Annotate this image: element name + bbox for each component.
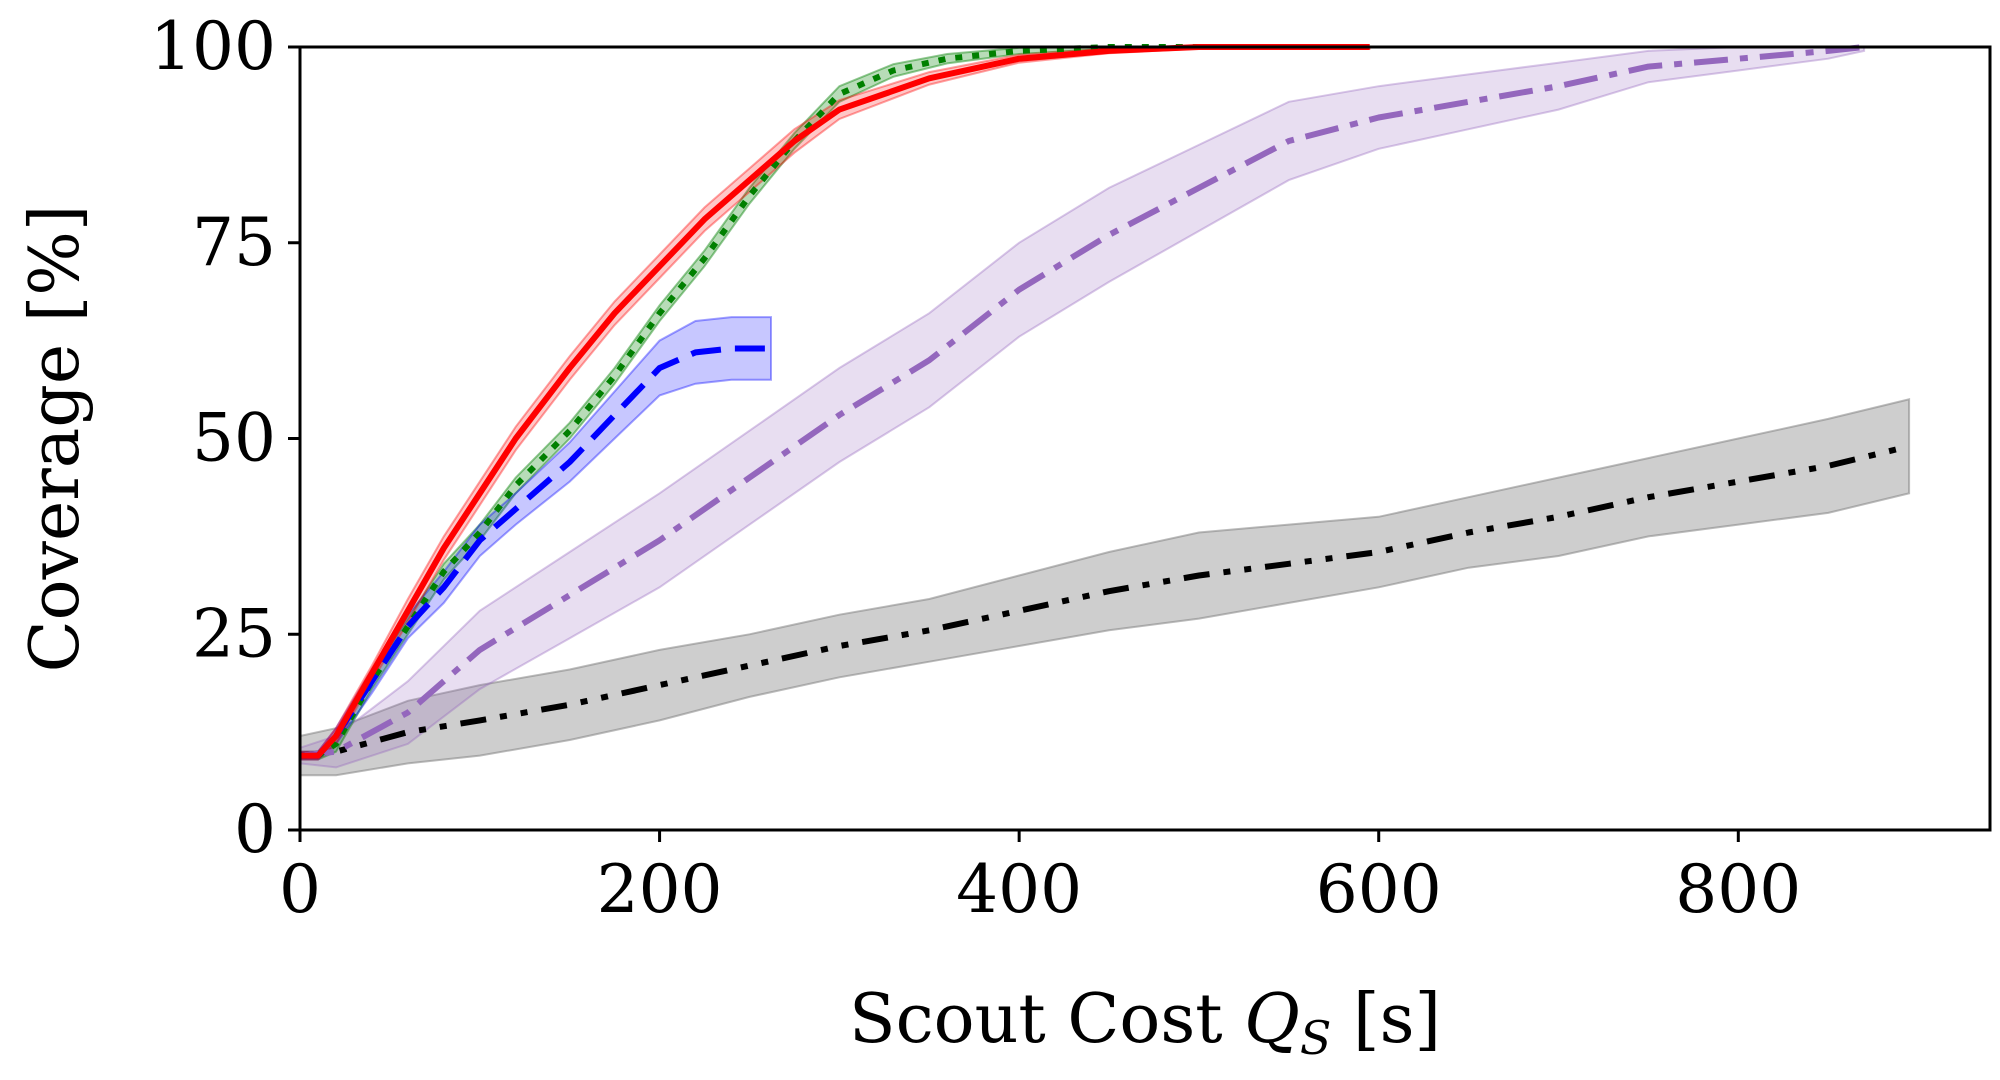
x-axis-label-text: Scout Cost [849,980,1244,1059]
y-tick-label: 25 [192,595,276,672]
x-tick-label: 800 [1675,851,1801,928]
series-line-4 [300,44,1370,759]
x-tick-label: 0 [279,851,321,928]
series-lines [299,44,1910,759]
confidence-bands [299,46,1911,777]
series-band-0 [299,398,1911,777]
series-line-2 [300,44,1199,759]
y-tick-label: 50 [192,400,276,477]
x-axis-ticks: 0 200 400 600 800 [279,830,1801,928]
x-axis-label: Scout Cost QS [s] [849,980,1441,1065]
y-axis-ticks: 0 25 50 75 100 [150,8,300,868]
x-axis-label-symbol: Q [1244,980,1300,1059]
x-tick-label: 400 [956,851,1082,928]
y-tick-label: 0 [234,791,276,868]
y-tick-label: 100 [150,8,276,85]
x-tick-label: 600 [1316,851,1442,928]
x-axis-label-subscript: S [1300,1011,1332,1065]
series-line-0 [299,443,1910,759]
y-axis-label: Coverage [%] [16,205,95,673]
series-line-1 [299,44,1865,759]
x-tick-label: 200 [597,851,723,928]
y-tick-label: 75 [192,204,276,281]
series-band-1 [299,46,1866,769]
x-axis-label-unit: [s] [1331,980,1441,1059]
